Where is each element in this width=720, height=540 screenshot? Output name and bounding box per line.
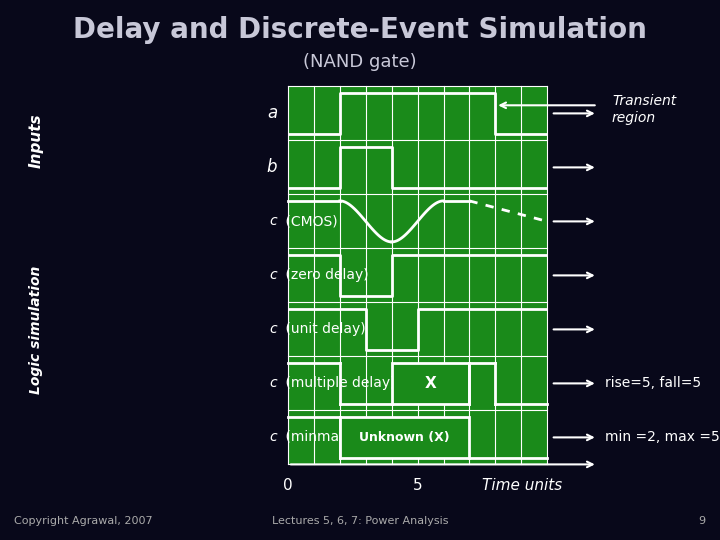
Text: Unknown (X): Unknown (X) xyxy=(359,431,450,444)
Text: a: a xyxy=(267,104,277,123)
Text: c: c xyxy=(269,376,277,390)
Bar xyxy=(340,417,469,458)
Text: (multiple delay): (multiple delay) xyxy=(281,376,395,390)
Text: c: c xyxy=(269,322,277,336)
Text: (CMOS): (CMOS) xyxy=(281,214,338,228)
Text: Copyright Agrawal, 2007: Copyright Agrawal, 2007 xyxy=(14,516,153,526)
Text: Delay and Discrete-Event Simulation: Delay and Discrete-Event Simulation xyxy=(73,16,647,44)
Text: min =2, max =5: min =2, max =5 xyxy=(605,430,719,444)
Text: X: X xyxy=(425,376,436,391)
Text: Time units: Time units xyxy=(482,478,562,493)
Bar xyxy=(392,363,469,404)
Text: c: c xyxy=(269,268,277,282)
Text: Transient
region: Transient region xyxy=(612,94,676,125)
Text: c: c xyxy=(269,214,277,228)
Text: (unit delay): (unit delay) xyxy=(281,322,366,336)
Text: c: c xyxy=(269,430,277,444)
Text: Lectures 5, 6, 7: Power Analysis: Lectures 5, 6, 7: Power Analysis xyxy=(271,516,449,526)
Text: (zero delay): (zero delay) xyxy=(281,268,369,282)
Text: Logic simulation: Logic simulation xyxy=(29,265,43,394)
Text: Inputs: Inputs xyxy=(29,113,43,168)
Text: (minmax delay): (minmax delay) xyxy=(281,430,395,444)
Text: b: b xyxy=(266,158,277,177)
Text: 0: 0 xyxy=(283,478,293,493)
Text: 9: 9 xyxy=(698,516,706,526)
Bar xyxy=(288,86,547,464)
Text: (NAND gate): (NAND gate) xyxy=(303,53,417,71)
Text: rise=5, fall=5: rise=5, fall=5 xyxy=(605,376,701,390)
Text: 5: 5 xyxy=(413,478,423,493)
